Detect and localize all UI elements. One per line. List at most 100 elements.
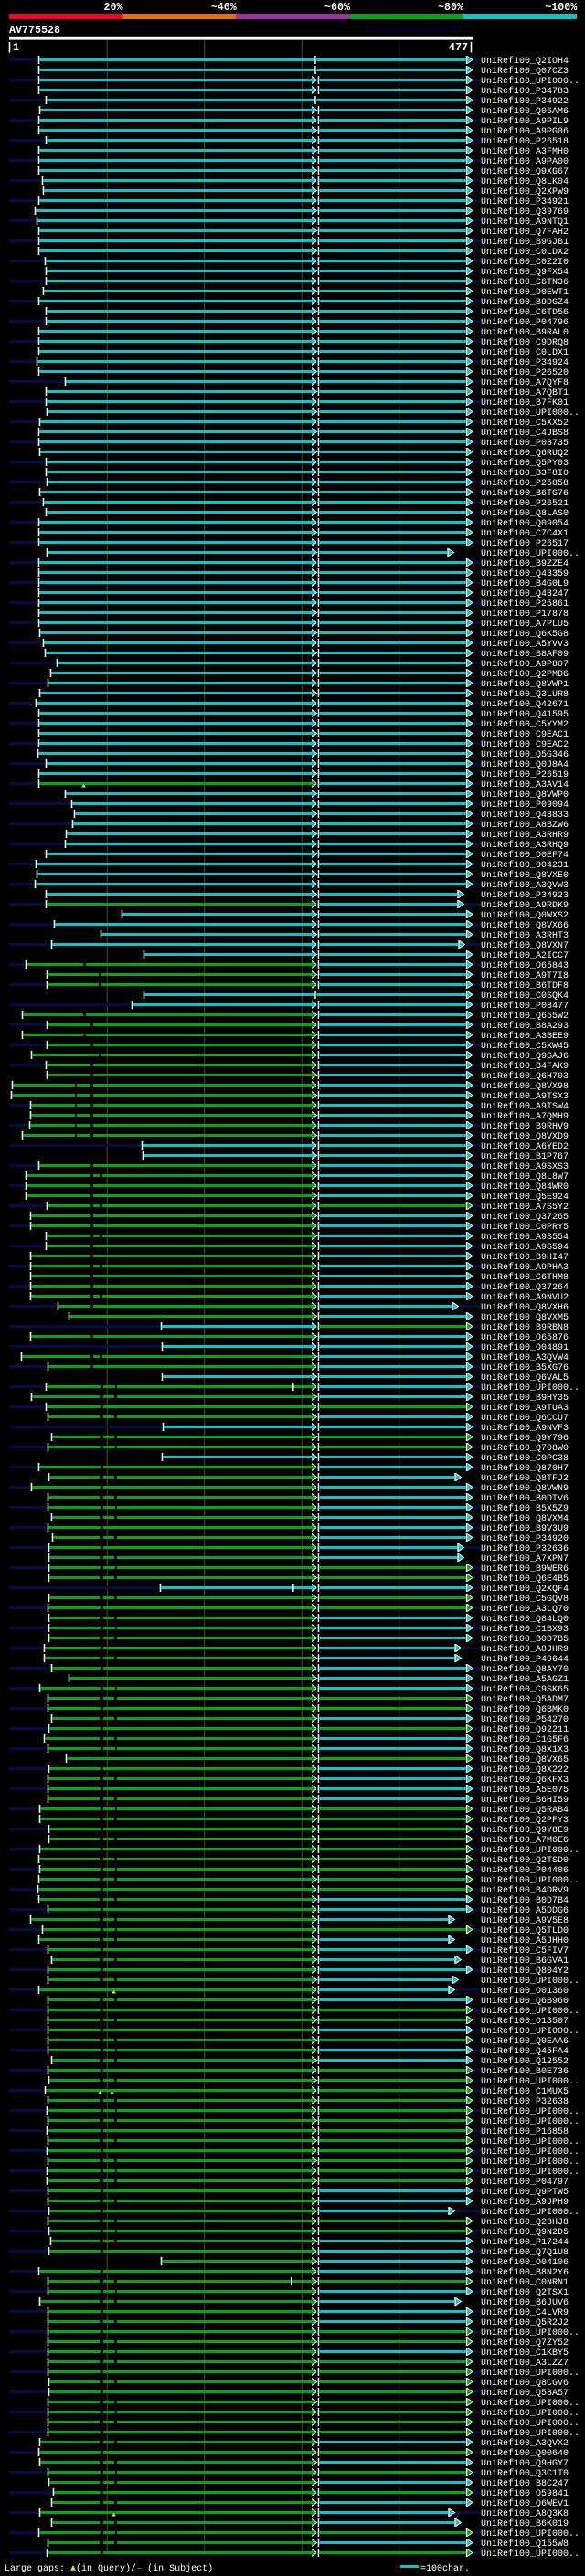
svg-text:UniRef100_D0EWT1: UniRef100_D0EWT1: [481, 287, 569, 298]
svg-text:UniRef100_P34922: UniRef100_P34922: [481, 96, 569, 107]
svg-text:UniRef100_Q3LUR8: UniRef100_Q3LUR8: [481, 689, 569, 700]
svg-text:UniRef100_B3F8I0: UniRef100_B3F8I0: [481, 468, 569, 479]
svg-text:UniRef100_UPI000..: UniRef100_UPI000..: [481, 2076, 580, 2087]
svg-text:UniRef100_Q12552: UniRef100_Q12552: [481, 2056, 569, 2067]
svg-text:UniRef100_Q0EAA6: UniRef100_Q0EAA6: [481, 2036, 569, 2047]
svg-text:UniRef100_O04891: UniRef100_O04891: [481, 1342, 569, 1353]
svg-text:UniRef100_Q9Y796: UniRef100_Q9Y796: [481, 1433, 569, 1444]
svg-text:UniRef100_Q2IOH4: UniRef100_Q2IOH4: [481, 56, 569, 67]
svg-text:UniRef100_A9T7I8: UniRef100_A9T7I8: [481, 970, 569, 981]
svg-text:UniRef100_Q7FAH2: UniRef100_Q7FAH2: [481, 227, 569, 238]
svg-text:UniRef100_Q7ZY52: UniRef100_Q7ZY52: [481, 2337, 569, 2348]
svg-text:UniRef100_A3RHR9: UniRef100_A3RHR9: [481, 830, 569, 841]
svg-text:UniRef100_A3QVW4: UniRef100_A3QVW4: [481, 1352, 569, 1363]
svg-text:UniRef100_P26520: UniRef100_P26520: [481, 367, 569, 378]
svg-text:UniRef100_A3RHT3: UniRef100_A3RHT3: [481, 930, 569, 941]
svg-text:UniRef100_C1BX93: UniRef100_C1BX93: [481, 1624, 569, 1635]
svg-text:UniRef100_B5XG76: UniRef100_B5XG76: [481, 1362, 569, 1373]
svg-text:UniRef100_A7XPN7: UniRef100_A7XPN7: [481, 1553, 569, 1564]
svg-text:UniRef100_Q3C1T0: UniRef100_Q3C1T0: [481, 2468, 569, 2479]
svg-text:UniRef100_UPI000..: UniRef100_UPI000..: [481, 2207, 580, 2218]
svg-text:UniRef100_Q8X222: UniRef100_Q8X222: [481, 1765, 569, 1776]
svg-text:UniRef100_Q9SAJ6: UniRef100_Q9SAJ6: [481, 1051, 569, 1062]
svg-text:UniRef100_Q8AY70: UniRef100_Q8AY70: [481, 1664, 569, 1675]
svg-text:UniRef100_P54270: UniRef100_P54270: [481, 1714, 569, 1725]
svg-text:UniRef100_P34921: UniRef100_P34921: [481, 196, 569, 207]
svg-text:UniRef100_B9RHV9: UniRef100_B9RHV9: [481, 1121, 569, 1132]
svg-text:UniRef100_UPI000..: UniRef100_UPI000..: [481, 2167, 580, 2178]
svg-text:UniRef100_P04406: UniRef100_P04406: [481, 1865, 569, 1876]
svg-text:UniRef100_Q0J8A4: UniRef100_Q0J8A4: [481, 759, 569, 770]
svg-text:UniRef100_P09094: UniRef100_P09094: [481, 800, 569, 811]
svg-text:UniRef100_A3BEE9: UniRef100_A3BEE9: [481, 1031, 569, 1042]
svg-text:UniRef100_A9PIL9: UniRef100_A9PIL9: [481, 116, 569, 127]
svg-text:UniRef100_A5JHH0: UniRef100_A5JHH0: [481, 1935, 569, 1946]
svg-text:UniRef100_A8BZW6: UniRef100_A8BZW6: [481, 820, 569, 831]
svg-text:UniRef100_P34920: UniRef100_P34920: [481, 1533, 569, 1544]
svg-text:UniRef100_Q870H7: UniRef100_Q870H7: [481, 1463, 569, 1474]
svg-text:UniRef100_C0PC38: UniRef100_C0PC38: [481, 1453, 569, 1464]
svg-text:UniRef100_C6TN36: UniRef100_C6TN36: [481, 277, 569, 288]
svg-text:UniRef100_UPI000..: UniRef100_UPI000..: [481, 1875, 580, 1886]
svg-text:UniRef100_Q0WXS2: UniRef100_Q0WXS2: [481, 910, 569, 921]
svg-text:UniRef100_UPI000..: UniRef100_UPI000..: [481, 2428, 580, 2439]
svg-text:UniRef100_Q8X1X3: UniRef100_Q8X1X3: [481, 1744, 569, 1755]
svg-text:UniRef100_P17878: UniRef100_P17878: [481, 609, 569, 620]
svg-text:UniRef100_B9DGZ4: UniRef100_B9DGZ4: [481, 297, 569, 308]
svg-text:UniRef100_Q708W0: UniRef100_Q708W0: [481, 1443, 569, 1454]
svg-text:UniRef100_Q8LK04: UniRef100_Q8LK04: [481, 176, 569, 187]
svg-text:UniRef100_A7QYF8: UniRef100_A7QYF8: [481, 377, 569, 388]
svg-text:UniRef100_Q5RAB4: UniRef100_Q5RAB4: [481, 1805, 569, 1816]
svg-text:UniRef100_Q8VWP1: UniRef100_Q8VWP1: [481, 679, 569, 690]
svg-text:UniRef100_P26521: UniRef100_P26521: [481, 498, 569, 509]
svg-text:UniRef100_A3RHQ9: UniRef100_A3RHQ9: [481, 840, 569, 851]
svg-text:UniRef100_P49644: UniRef100_P49644: [481, 1654, 569, 1665]
svg-text:UniRef100_B0DTV6: UniRef100_B0DTV6: [481, 1493, 569, 1504]
svg-text:UniRef100_Q5G346: UniRef100_Q5G346: [481, 749, 569, 760]
svg-text:UniRef100_A6YED2: UniRef100_A6YED2: [481, 1141, 569, 1152]
svg-text:UniRef100_B0E736: UniRef100_B0E736: [481, 2066, 569, 2077]
svg-text:UniRef100_Q09054: UniRef100_Q09054: [481, 518, 569, 529]
svg-text:UniRef100_C0LDX1: UniRef100_C0LDX1: [481, 347, 569, 358]
svg-text:UniRef100_Q8VX66: UniRef100_Q8VX66: [481, 920, 569, 931]
svg-text:UniRef100_B4G0L9: UniRef100_B4G0L9: [481, 578, 569, 589]
svg-text:UniRef100_Q6H703: UniRef100_Q6H703: [481, 1071, 569, 1082]
svg-text:UniRef100_A9PHA3: UniRef100_A9PHA3: [481, 1262, 569, 1273]
svg-text:UniRef100_UPI000..: UniRef100_UPI000..: [481, 2136, 580, 2147]
svg-text:UniRef100_C9DRQ8: UniRef100_C9DRQ8: [481, 337, 569, 348]
svg-text:UniRef100_Q9FX54: UniRef100_Q9FX54: [481, 267, 569, 278]
svg-text:UniRef100_C5GQV8: UniRef100_C5GQV8: [481, 1594, 569, 1605]
svg-text:UniRef100_Q8VWP0: UniRef100_Q8VWP0: [481, 790, 569, 800]
svg-text:UniRef100_UPI000..: UniRef100_UPI000..: [481, 2368, 580, 2379]
svg-text:UniRef100_A9S554: UniRef100_A9S554: [481, 1232, 569, 1243]
svg-text:UniRef100_A2ICC7: UniRef100_A2ICC7: [481, 950, 569, 961]
svg-text:UniRef100_Q5PY03: UniRef100_Q5PY03: [481, 458, 569, 469]
svg-text:UniRef100_B8C247: UniRef100_B8C247: [481, 2478, 569, 2489]
svg-text:UniRef100_A9JPH9: UniRef100_A9JPH9: [481, 2197, 569, 2208]
svg-text:UniRef100_A9NTQ1: UniRef100_A9NTQ1: [481, 217, 569, 228]
svg-text:UniRef100_B0D7B5: UniRef100_B0D7B5: [481, 1634, 569, 1645]
svg-text:UniRef100_O13507: UniRef100_O13507: [481, 2016, 569, 2027]
svg-text:UniRef100_UPI000..: UniRef100_UPI000..: [481, 2418, 580, 2429]
svg-text:UniRef100_P34783: UniRef100_P34783: [481, 86, 569, 97]
svg-text:UniRef100_C4LVR9: UniRef100_C4LVR9: [481, 2307, 569, 2318]
svg-text:UniRef100_Q655W2: UniRef100_Q655W2: [481, 1011, 569, 1022]
svg-text:UniRef100_A3FMH0: UniRef100_A3FMH0: [481, 146, 569, 157]
svg-text:UniRef100_UPI000..: UniRef100_UPI000..: [481, 548, 580, 559]
svg-text:UniRef100_Q2TSD0: UniRef100_Q2TSD0: [481, 1855, 569, 1866]
svg-text:UniRef100_B5X5Z9: UniRef100_B5X5Z9: [481, 1503, 569, 1514]
svg-text:UniRef100_A9V5E8: UniRef100_A9V5E8: [481, 1915, 569, 1926]
svg-text:~80%: ~80%: [438, 1, 463, 14]
svg-text:UniRef100_UPI000..: UniRef100_UPI000..: [481, 2157, 580, 2168]
svg-text:UniRef100_C9EAC1: UniRef100_C9EAC1: [481, 729, 569, 740]
svg-text:UniRef100_B4FAK9: UniRef100_B4FAK9: [481, 1061, 569, 1072]
svg-text:UniRef100_Q2PMD6: UniRef100_Q2PMD6: [481, 669, 569, 680]
svg-text:UniRef100_A5YVV3: UniRef100_A5YVV3: [481, 639, 569, 650]
svg-text:UniRef100_UPI000..: UniRef100_UPI000..: [481, 2116, 580, 2127]
svg-text:UniRef100_P32638: UniRef100_P32638: [481, 2096, 569, 2107]
svg-text:|1: |1: [6, 41, 19, 54]
svg-text:UniRef100_P32636: UniRef100_P32636: [481, 1543, 569, 1554]
svg-text:UniRef100_Q6KFX3: UniRef100_Q6KFX3: [481, 1775, 569, 1786]
svg-text:UniRef100_Q9XG67: UniRef100_Q9XG67: [481, 166, 569, 177]
svg-text:~100%: ~100%: [545, 1, 577, 14]
